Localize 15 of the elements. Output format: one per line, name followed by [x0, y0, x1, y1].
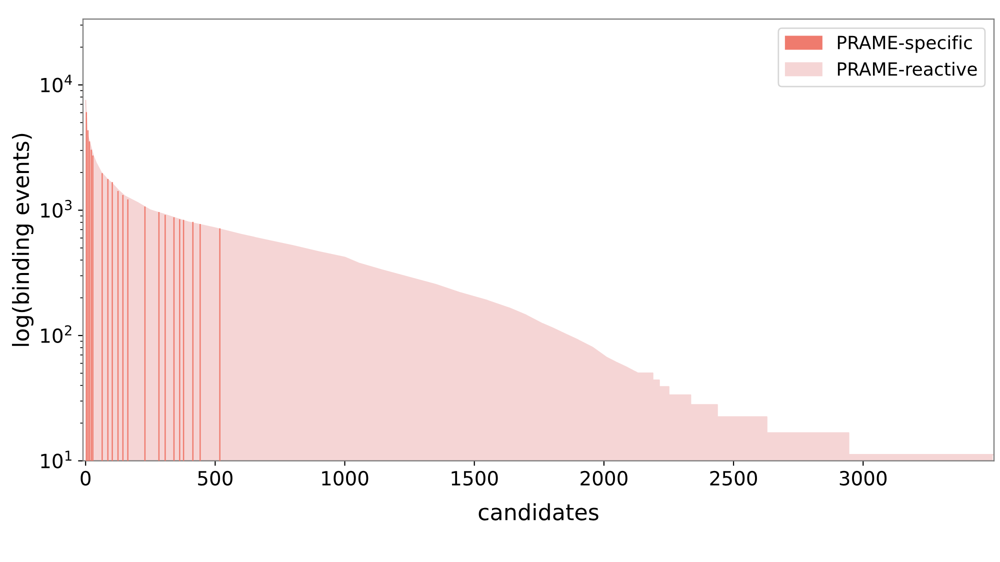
- y-tick-label: 10$^{2}$: [41, 325, 72, 344]
- legend-label: PRAME-reactive: [838, 62, 977, 76]
- x-axis-title: candidates: [478, 503, 598, 520]
- legend-label: PRAME-specific: [838, 35, 972, 53]
- x-tick-label: 2500: [710, 470, 757, 486]
- x-tick-label: 1500: [452, 470, 498, 486]
- x-tick-label: 3000: [840, 470, 887, 486]
- y-tick-label: 10$^{4}$: [41, 74, 72, 92]
- y-tick-label: 10$^{3}$: [41, 200, 72, 218]
- y-axis-title: log(binding events): [12, 134, 34, 346]
- x-tick-label: 2000: [580, 470, 628, 486]
- x-tick-label: 500: [198, 470, 232, 486]
- x-tick-label: 1000: [322, 470, 368, 486]
- y-tick-label: 10$^{1}$: [41, 450, 72, 468]
- x-tick-label: 0: [80, 470, 90, 486]
